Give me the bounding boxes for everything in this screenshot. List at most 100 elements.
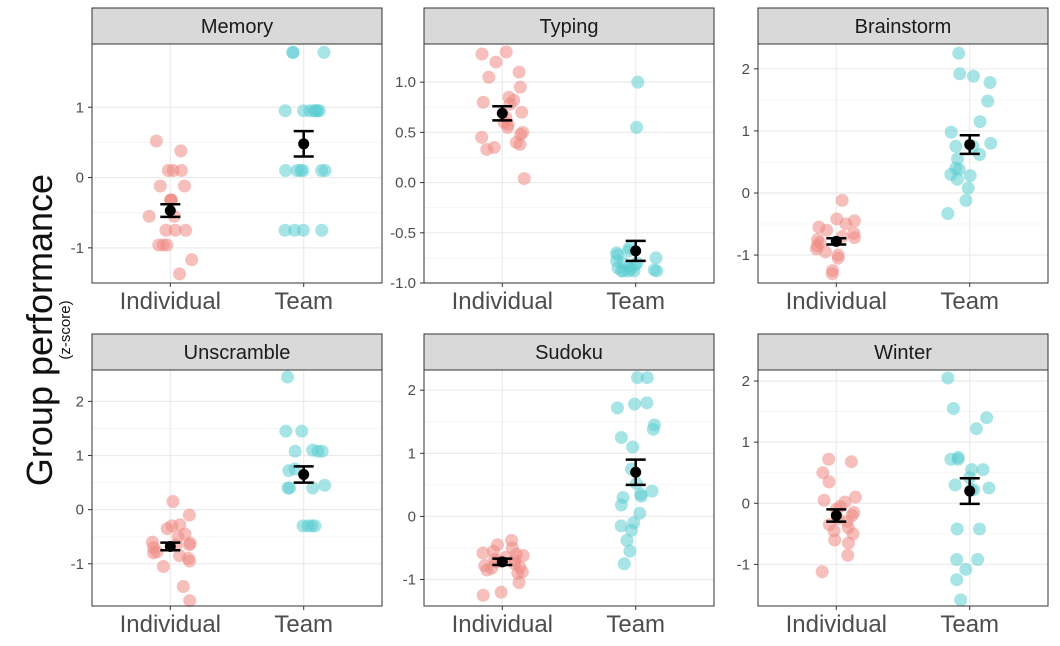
facet-title: Winter [874, 342, 932, 364]
data-point [973, 522, 987, 536]
mean-errorbar-team [959, 134, 980, 156]
data-point [476, 95, 490, 109]
data-point [501, 120, 515, 134]
data-point [818, 245, 832, 259]
mean-errorbar-team [625, 239, 646, 263]
x-tick-label: Team [606, 288, 665, 315]
data-point [820, 223, 834, 237]
data-point [182, 538, 196, 552]
data-point [640, 371, 654, 385]
data-point [815, 565, 829, 579]
panel-memory: Memory -1 0 1 Individual Team [71, 7, 383, 315]
data-point [296, 519, 310, 533]
data-point [626, 440, 640, 454]
data-point [640, 396, 654, 410]
y-tick-label: 1 [76, 99, 84, 116]
data-point [941, 206, 955, 220]
mean-point [496, 107, 508, 119]
mean-point [830, 235, 842, 247]
y-axis-sublabel: (z-score) [57, 300, 74, 359]
data-point [295, 424, 309, 438]
panel-border [757, 43, 1049, 284]
mean-point [964, 139, 976, 151]
x-tick-label: Team [274, 611, 333, 638]
data-point [476, 546, 490, 560]
data-point [286, 45, 300, 59]
panel-border [423, 369, 715, 607]
mean-errorbar-team [959, 476, 980, 506]
mean-point [164, 205, 176, 217]
x-tick-label: Individual [120, 288, 221, 315]
data-point [941, 371, 955, 385]
data-point [156, 559, 170, 573]
data-point [835, 193, 849, 207]
x-tick-label: Team [606, 611, 665, 638]
data-point [624, 523, 638, 537]
mean-errorbar-individual [160, 203, 181, 219]
data-point [279, 424, 293, 438]
facet-strip [757, 333, 1049, 371]
data-point [822, 475, 836, 489]
mean-errorbar-individual [492, 105, 513, 122]
facet-panels: Memory -1 0 1 Individual Team Typing -1.0 -0.5 0.… [71, 7, 1049, 638]
data-point [178, 179, 192, 193]
panel-border [757, 369, 1049, 607]
data-point [950, 573, 964, 587]
mean-errorbar-individual [826, 235, 847, 247]
mean-errorbar-team [625, 458, 646, 487]
data-point [489, 55, 503, 69]
data-point [147, 546, 161, 560]
data-point [288, 223, 302, 237]
data-point [841, 548, 855, 562]
data-point [512, 65, 526, 79]
data-point [517, 172, 531, 186]
data-point [842, 536, 856, 550]
data-point [278, 223, 292, 237]
data-point [499, 45, 513, 59]
data-point [482, 70, 496, 84]
y-tick-label: 0 [742, 495, 750, 512]
data-point [511, 566, 525, 580]
data-point [306, 481, 320, 495]
y-tick-label: 0 [76, 502, 84, 519]
series-team [610, 371, 661, 571]
data-point [950, 172, 964, 186]
data-point [610, 401, 624, 415]
data-point [617, 557, 631, 571]
data-point [166, 495, 180, 509]
data-point [620, 533, 634, 547]
gridlines [424, 370, 714, 606]
data-point [282, 464, 296, 478]
data-point [307, 104, 321, 118]
mean-errorbar-individual [160, 540, 181, 552]
data-point [614, 431, 628, 445]
facet-title: Sudoku [535, 342, 603, 364]
data-point [159, 223, 173, 237]
data-point [631, 371, 645, 385]
panel-unscramble: Unscramble -1 0 1 2 Individual Team [71, 333, 383, 638]
mean-point [630, 245, 642, 257]
data-point [142, 209, 156, 223]
data-point [515, 105, 529, 119]
data-point [281, 370, 295, 384]
data-point [183, 554, 197, 568]
x-tick-label: Individual [120, 611, 221, 638]
y-tick-label: 2 [76, 393, 84, 410]
facet-title: Typing [540, 16, 599, 38]
y-tick-label: 0.5 [395, 124, 416, 141]
y-tick-label: 0 [76, 170, 84, 187]
facet-strip [91, 333, 383, 371]
data-point [950, 553, 964, 567]
x-tick-label: Individual [452, 611, 553, 638]
data-point [315, 164, 329, 178]
data-point [480, 142, 494, 156]
facet-strip [423, 333, 715, 371]
data-point [952, 46, 966, 60]
data-point [623, 544, 637, 558]
data-point [160, 522, 174, 536]
x-tick-label: Team [274, 288, 333, 315]
y-tick-label: 2 [742, 61, 750, 78]
data-point [944, 452, 958, 466]
data-point [848, 490, 862, 504]
data-point [281, 481, 295, 495]
